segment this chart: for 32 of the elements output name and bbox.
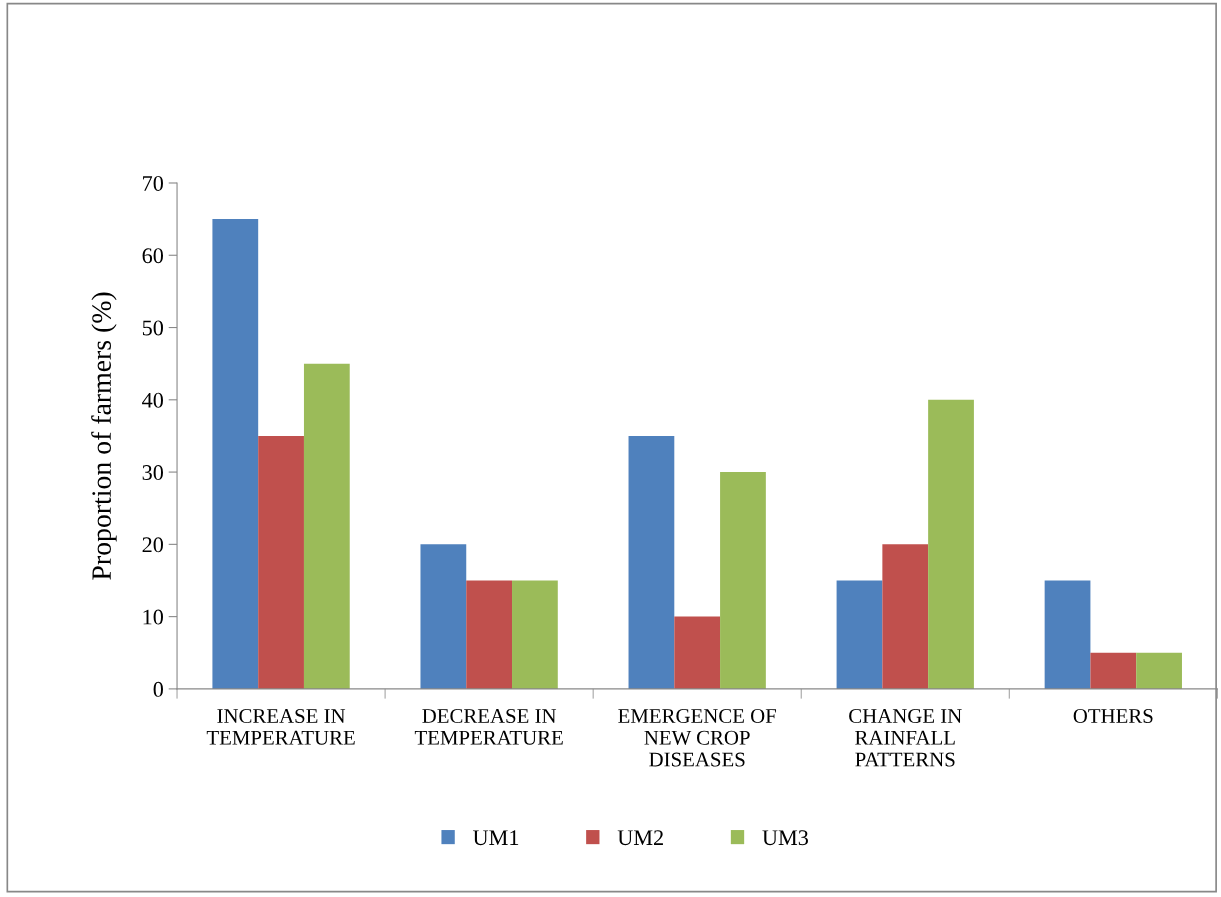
x-tick-label: INCREASE IN TEMPERATURE [206, 709, 355, 745]
bar [466, 580, 513, 689]
legend-label: UM1 [473, 830, 519, 846]
bar [303, 363, 350, 689]
bar [1044, 580, 1091, 689]
legend-label: UM3 [762, 830, 808, 846]
bar [420, 544, 467, 689]
bar [928, 399, 974, 689]
bar [212, 219, 259, 689]
bar [720, 472, 766, 689]
legend-label: UM2 [617, 830, 663, 846]
y-tick-label: 60 [142, 248, 163, 264]
x-tick-label: OTHERS [1073, 709, 1153, 723]
y-axis-title: Proportion of farmers (%) [91, 292, 117, 580]
y-tick-label: 20 [142, 537, 163, 553]
bar [836, 580, 883, 689]
bar [628, 435, 675, 689]
bar [674, 616, 721, 689]
x-tick-label: EMERGENCE OF NEW CROP DISEASES [618, 709, 777, 767]
y-tick-label: 30 [142, 465, 163, 481]
bar [1136, 652, 1182, 689]
y-tick-label: 40 [142, 392, 163, 408]
x-tick-label: DECREASE IN TEMPERATURE [414, 709, 563, 745]
bar [1090, 652, 1137, 689]
y-tick-label: 50 [142, 320, 163, 336]
bar [258, 435, 304, 689]
bar [882, 544, 929, 689]
y-tick-label: 10 [143, 609, 163, 625]
x-tick-label: CHANGE IN RAINFALL PATTERNS [849, 709, 962, 767]
y-tick-label: 0 [153, 681, 163, 697]
bar [512, 580, 558, 689]
y-tick-label: 70 [143, 175, 163, 191]
